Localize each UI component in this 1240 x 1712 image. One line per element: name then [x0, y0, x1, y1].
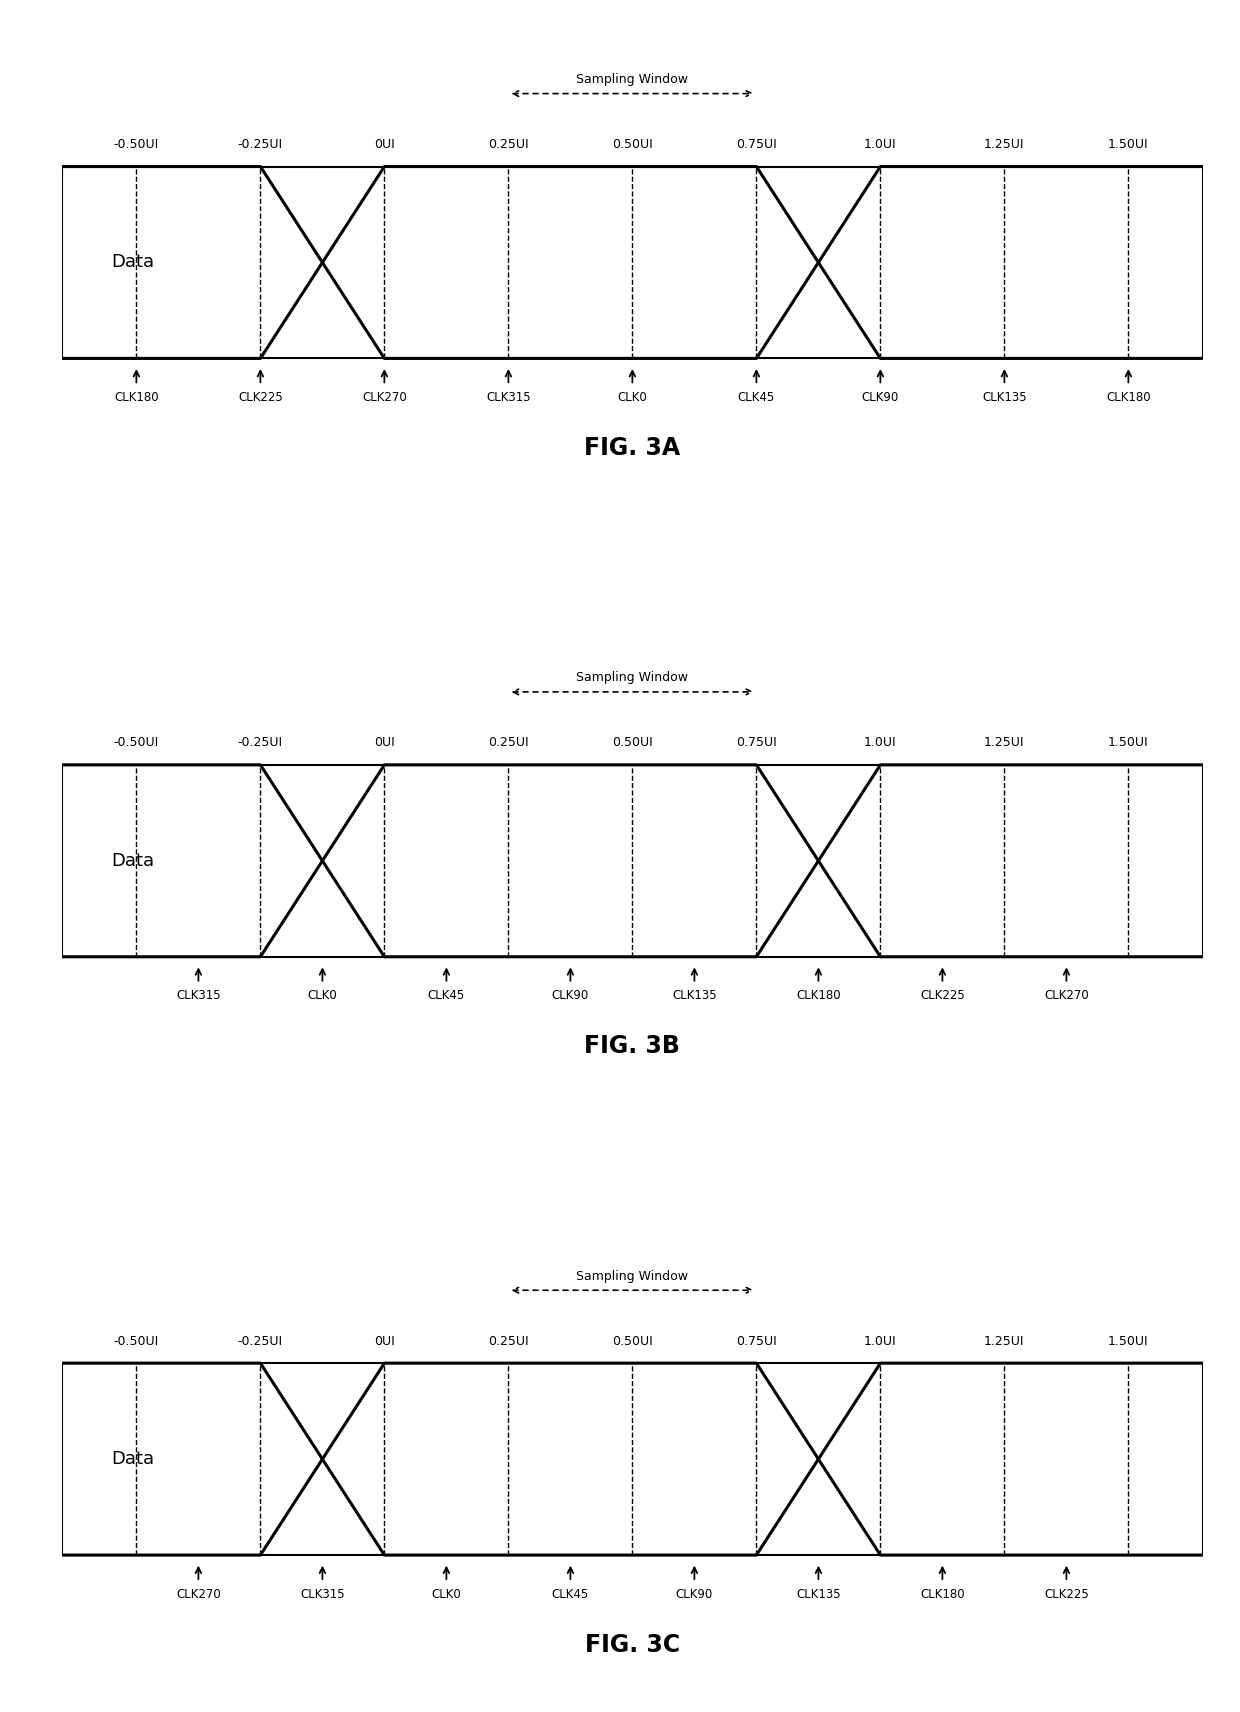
Text: 0.25UI: 0.25UI [489, 1335, 528, 1347]
Text: CLK315: CLK315 [176, 990, 221, 1003]
Text: CLK135: CLK135 [796, 1587, 841, 1601]
Text: 0UI: 0UI [374, 139, 394, 151]
Text: CLK180: CLK180 [1106, 390, 1151, 404]
Text: CLK225: CLK225 [238, 390, 283, 404]
Text: CLK315: CLK315 [300, 1587, 345, 1601]
Text: CLK315: CLK315 [486, 390, 531, 404]
Text: 0.75UI: 0.75UI [737, 139, 776, 151]
Text: CLK180: CLK180 [114, 390, 159, 404]
Text: 1.0UI: 1.0UI [864, 1335, 897, 1347]
Text: -0.25UI: -0.25UI [238, 736, 283, 750]
Text: -0.25UI: -0.25UI [238, 1335, 283, 1347]
Text: CLK0: CLK0 [432, 1587, 461, 1601]
Text: CLK45: CLK45 [738, 390, 775, 404]
Text: Sampling Window: Sampling Window [577, 1270, 688, 1282]
Text: Data: Data [112, 1450, 155, 1469]
Text: -0.25UI: -0.25UI [238, 139, 283, 151]
Text: 1.0UI: 1.0UI [864, 139, 897, 151]
Text: CLK45: CLK45 [552, 1587, 589, 1601]
Text: 0.75UI: 0.75UI [737, 736, 776, 750]
Text: CLK270: CLK270 [362, 390, 407, 404]
Text: Data: Data [112, 253, 155, 272]
Text: 1.25UI: 1.25UI [985, 139, 1024, 151]
Text: FIG. 3C: FIG. 3C [585, 1633, 680, 1657]
Text: 1.50UI: 1.50UI [1109, 1335, 1148, 1347]
Text: 1.25UI: 1.25UI [985, 1335, 1024, 1347]
Text: 1.0UI: 1.0UI [864, 736, 897, 750]
Text: CLK0: CLK0 [618, 390, 647, 404]
Text: CLK225: CLK225 [920, 990, 965, 1003]
Text: CLK135: CLK135 [982, 390, 1027, 404]
Text: FIG. 3A: FIG. 3A [584, 437, 681, 461]
Text: CLK225: CLK225 [1044, 1587, 1089, 1601]
Text: 0.50UI: 0.50UI [613, 139, 652, 151]
Text: CLK0: CLK0 [308, 990, 337, 1003]
Text: 0UI: 0UI [374, 736, 394, 750]
Text: CLK90: CLK90 [676, 1587, 713, 1601]
Text: 0.75UI: 0.75UI [737, 1335, 776, 1347]
Text: CLK90: CLK90 [552, 990, 589, 1003]
Text: CLK270: CLK270 [176, 1587, 221, 1601]
Text: 1.50UI: 1.50UI [1109, 139, 1148, 151]
Text: -0.50UI: -0.50UI [114, 736, 159, 750]
Text: CLK90: CLK90 [862, 390, 899, 404]
Text: Sampling Window: Sampling Window [577, 671, 688, 685]
Text: 1.50UI: 1.50UI [1109, 736, 1148, 750]
Text: CLK180: CLK180 [920, 1587, 965, 1601]
Text: Data: Data [112, 853, 155, 870]
Text: 1.25UI: 1.25UI [985, 736, 1024, 750]
Text: -0.50UI: -0.50UI [114, 139, 159, 151]
Text: 0UI: 0UI [374, 1335, 394, 1347]
Text: Sampling Window: Sampling Window [577, 74, 688, 86]
Text: 0.25UI: 0.25UI [489, 139, 528, 151]
Text: -0.50UI: -0.50UI [114, 1335, 159, 1347]
Text: CLK135: CLK135 [672, 990, 717, 1003]
Text: CLK180: CLK180 [796, 990, 841, 1003]
Text: 0.25UI: 0.25UI [489, 736, 528, 750]
Text: CLK45: CLK45 [428, 990, 465, 1003]
Text: FIG. 3B: FIG. 3B [584, 1034, 681, 1058]
Text: CLK270: CLK270 [1044, 990, 1089, 1003]
Text: 0.50UI: 0.50UI [613, 736, 652, 750]
Text: 0.50UI: 0.50UI [613, 1335, 652, 1347]
